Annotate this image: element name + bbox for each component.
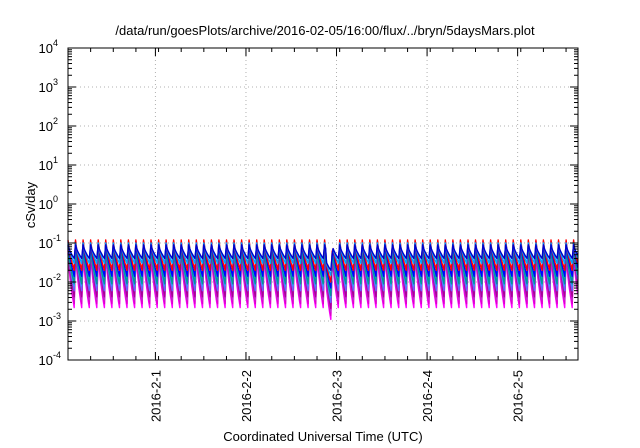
x-tick-label: 2016-2-5 xyxy=(511,370,526,422)
y-tick-label: 10 xyxy=(39,80,53,95)
y-axis-label: cSv/day xyxy=(23,181,38,228)
y-tick-exponent: -1 xyxy=(53,233,61,243)
x-tick-label: 2016-2-4 xyxy=(420,370,435,422)
x-tick-label: 2016-2-1 xyxy=(148,370,163,422)
x-tick-label: 2016-2-2 xyxy=(239,370,254,422)
chart-title: /data/run/goesPlots/archive/2016-02-05/1… xyxy=(115,23,535,38)
grid xyxy=(68,48,578,360)
y-tick-exponent: 0 xyxy=(53,194,58,204)
y-tick-label: 10 xyxy=(39,197,53,212)
y-tick-label: 10 xyxy=(39,314,53,329)
series-line-11 xyxy=(67,244,579,271)
y-tick-label: 10 xyxy=(39,158,53,173)
y-tick-exponent: -4 xyxy=(53,350,61,360)
series-line-8 xyxy=(67,240,579,289)
x-tick-label: 2016-2-3 xyxy=(330,370,345,422)
y-tick-exponent: 1 xyxy=(53,155,58,165)
y-tick-exponent: 4 xyxy=(53,38,58,48)
y-tick-exponent: -2 xyxy=(53,272,61,282)
y-tick-exponent: -3 xyxy=(53,311,61,321)
y-tick-label: 10 xyxy=(39,41,53,56)
y-tick-exponent: 2 xyxy=(53,116,58,126)
plot-frame xyxy=(67,47,579,361)
series-layer xyxy=(67,239,579,321)
y-tick-label: 10 xyxy=(39,119,53,134)
y-tick-exponent: 3 xyxy=(53,77,58,87)
y-tick-label: 10 xyxy=(39,275,53,290)
y-tick-label: 10 xyxy=(39,353,53,368)
y-tick-label: 10 xyxy=(39,236,53,251)
series-line-7 xyxy=(67,247,579,297)
x-tick-labels: 2016-2-1 2016-2-2 2016-2-3 2016-2-4 2016-2-5 xyxy=(148,370,525,422)
x-axis-label: Coordinated Universal Time (UTC) xyxy=(223,429,422,444)
